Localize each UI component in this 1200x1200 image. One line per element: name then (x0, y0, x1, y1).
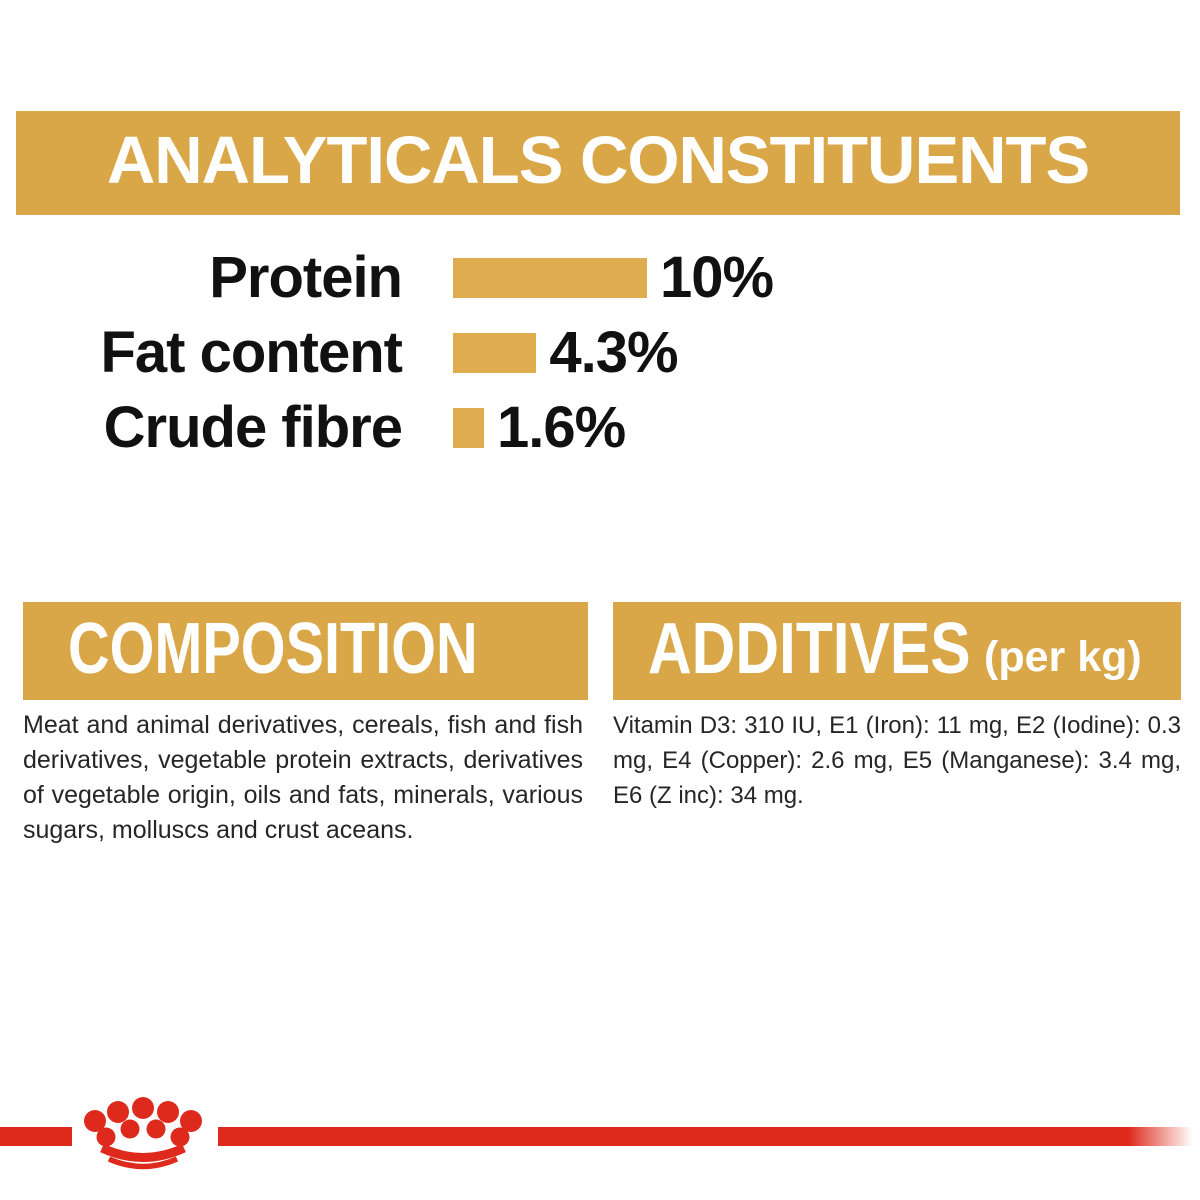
analytical-row-fibre: Crude fibre 1.6% (60, 390, 627, 465)
analytical-label: Fat content (100, 320, 403, 385)
composition-banner: COMPOSITION (23, 602, 588, 700)
analytical-row-protein: Protein 10% (60, 240, 774, 315)
brand-red-band (0, 1127, 1200, 1146)
analyticals-banner: ANALYTICALS CONSTITUENTS (16, 111, 1180, 215)
additives-body: Vitamin D3: 310 IU, E1 (Iron): 11 mg, E2… (613, 712, 1181, 809)
additives-title: ADDITIVES (648, 609, 971, 689)
composition-body: Meat and animal derivatives, cereals, fi… (23, 711, 583, 844)
analytical-value: 4.3% (549, 320, 678, 385)
analytical-value: 10% (660, 245, 774, 310)
analyticals-title: ANALYTICALS CONSTITUENTS (106, 122, 1090, 198)
royal-canin-crown-icon (84, 1097, 202, 1170)
composition-title: COMPOSITION (68, 609, 478, 689)
analytical-bar (453, 407, 485, 448)
analytical-label: Crude fibre (103, 395, 403, 460)
analytical-label: Protein (209, 245, 403, 310)
additives-unit-label: (per kg) (984, 632, 1142, 681)
additives-banner: ADDITIVES (per kg) (613, 602, 1181, 700)
analytical-value: 1.6% (497, 395, 626, 460)
analytical-bar (453, 332, 537, 373)
analytical-bar (453, 257, 647, 298)
analytical-row-fat: Fat content 4.3% (60, 315, 678, 390)
